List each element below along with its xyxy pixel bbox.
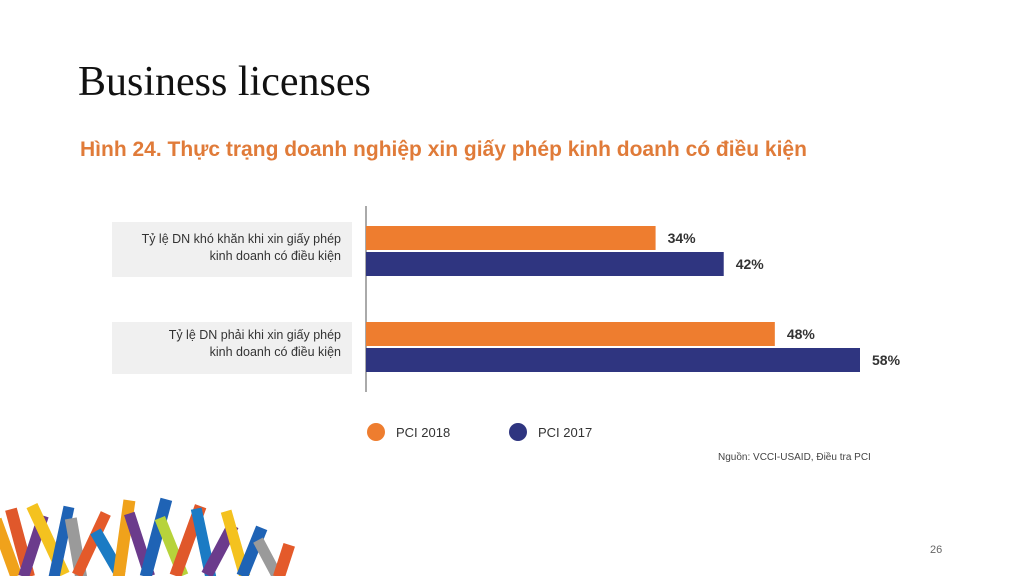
bar-pci-2017-cat-1 — [366, 252, 724, 276]
slide-title: Business licenses — [78, 59, 371, 105]
source-note: Nguồn: VCCI-USAID, Điều tra PCI — [718, 452, 871, 463]
bar-pci-2017-cat-2 — [366, 348, 860, 372]
category-bg-2 — [112, 322, 352, 374]
bar-chart: Tỷ lệ DN khó khăn khi xin giấy phép kinh … — [112, 206, 901, 441]
category-label-2-line-2: kinh doanh có điều kiện — [210, 345, 341, 359]
value-label-pci-2018-cat-2: 48% — [787, 326, 816, 342]
legend-label-pci-2017: PCI 2017 — [538, 425, 592, 440]
category-label-2-line-1: Tỷ lệ DN phải khi xin giấy phép — [169, 328, 341, 342]
value-label-pci-2017-cat-1: 42% — [736, 256, 765, 272]
legend-marker-pci-2018 — [367, 423, 385, 441]
chart-title: Hình 24. Thực trạng doanh nghiệp xin giấ… — [80, 138, 807, 161]
page-number: 26 — [930, 544, 943, 556]
legend-label-pci-2018: PCI 2018 — [396, 425, 450, 440]
bar-pci-2018-cat-2 — [366, 322, 775, 346]
decorative-stripes — [0, 497, 295, 576]
category-bg-1 — [112, 222, 352, 277]
legend-marker-pci-2017 — [509, 423, 527, 441]
value-label-pci-2017-cat-2: 58% — [872, 352, 901, 368]
bar-pci-2018-cat-1 — [366, 226, 656, 250]
category-label-1-line-2: kinh doanh có điều kiện — [210, 249, 341, 263]
category-label-1-line-1: Tỷ lệ DN khó khăn khi xin giấy phép — [142, 232, 341, 246]
value-label-pci-2018-cat-1: 34% — [668, 230, 697, 246]
